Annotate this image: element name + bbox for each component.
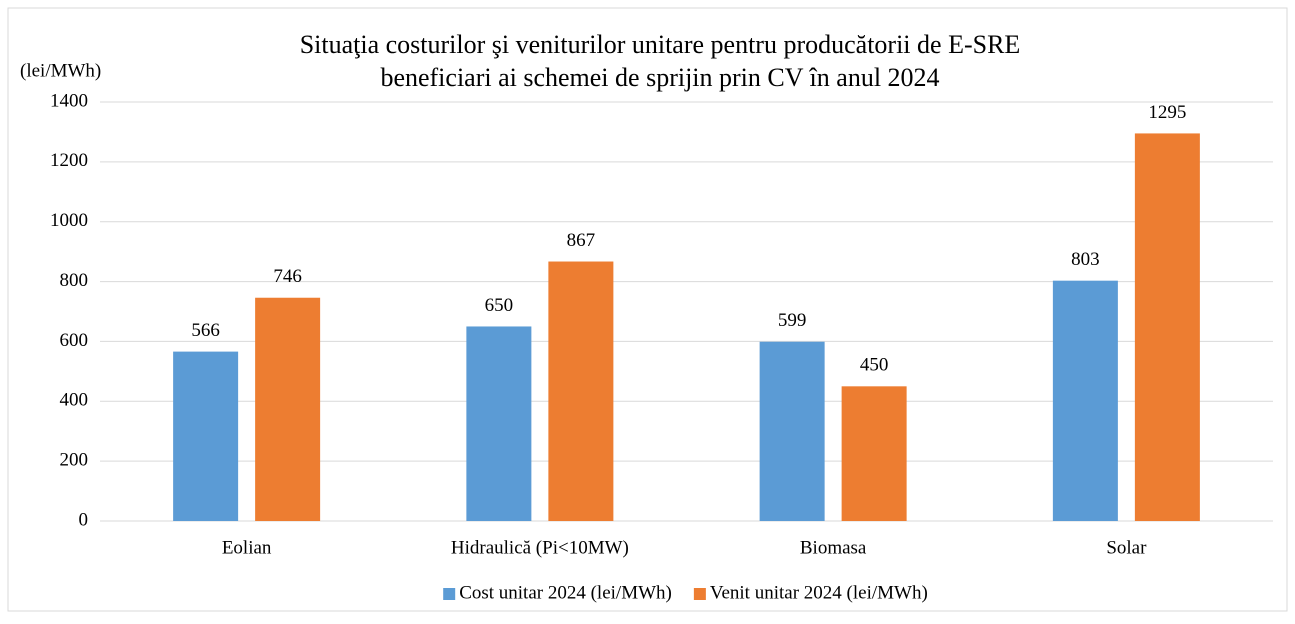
legend-label: Cost unitar 2024 (lei/MWh) [459, 582, 672, 603]
bar [841, 386, 907, 521]
data-label: 566 [191, 320, 220, 341]
chart-title: beneficiari ai schemei de sprijin prin C… [380, 63, 939, 92]
bar [255, 297, 321, 521]
legend-swatch [443, 588, 456, 600]
bar [466, 326, 532, 521]
x-tick-label: Hidraulică (Pi<10MW) [451, 537, 629, 558]
data-label: 1295 [1148, 102, 1186, 123]
legend-swatch [693, 588, 706, 600]
chart-title: Situaţia costurilor şi veniturilor unita… [300, 30, 1021, 59]
data-label: 867 [567, 230, 596, 251]
data-label: 803 [1071, 249, 1100, 270]
x-tick-label: Biomasa [800, 537, 867, 558]
x-tick-label: Solar [1106, 537, 1147, 558]
y-tick-label: 1200 [50, 150, 88, 171]
data-label: 650 [485, 295, 514, 316]
y-tick-label: 1000 [50, 210, 88, 231]
y-axis-label: (lei/MWh) [20, 60, 101, 81]
y-tick-label: 800 [60, 270, 89, 291]
y-tick-label: 400 [60, 390, 89, 411]
data-label: 450 [860, 355, 889, 376]
x-tick-label: Eolian [222, 537, 272, 558]
legend-label: Venit unitar 2024 (lei/MWh) [710, 582, 928, 603]
bar [1134, 133, 1200, 522]
y-tick-label: 0 [79, 509, 89, 530]
data-label: 599 [778, 310, 807, 331]
bar [173, 351, 239, 521]
data-label: 746 [273, 266, 302, 287]
bar [759, 341, 825, 521]
bar [1052, 280, 1118, 521]
y-tick-label: 600 [60, 330, 89, 351]
bar [548, 261, 614, 521]
y-tick-label: 200 [60, 450, 89, 471]
y-tick-label: 1400 [50, 90, 88, 111]
